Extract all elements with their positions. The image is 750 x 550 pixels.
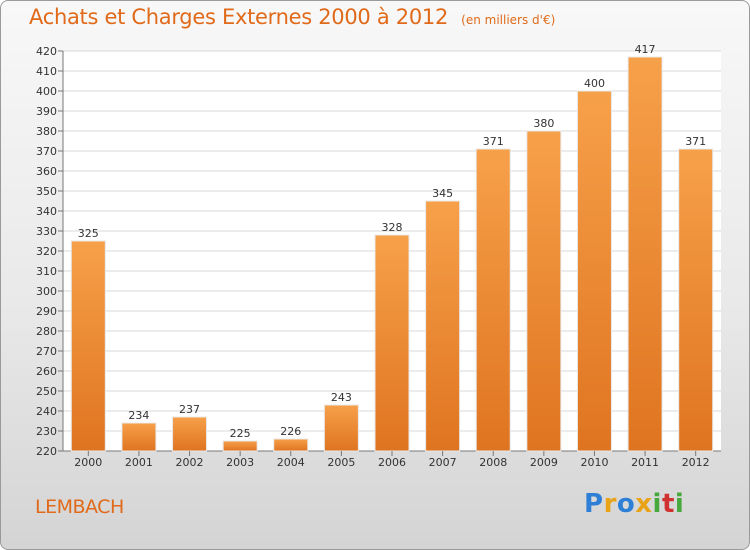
y-tick-label: 380 [36, 125, 57, 138]
y-tick-label: 390 [36, 105, 57, 118]
y-tick-label: 300 [36, 285, 57, 298]
y-tick-label: 350 [36, 185, 57, 198]
y-tick-label: 320 [36, 245, 57, 258]
data-label: 345 [432, 187, 453, 200]
data-label: 237 [179, 403, 200, 416]
bar [475, 148, 511, 452]
data-label: 234 [128, 409, 149, 422]
logo-letter: x [635, 489, 653, 519]
y-tick-label: 240 [36, 405, 57, 418]
y-tick-label: 410 [36, 65, 57, 78]
x-tick-label: 2002 [176, 456, 204, 469]
x-tick-label: 2012 [682, 456, 710, 469]
bar [374, 234, 410, 452]
logo-letter: i [674, 489, 685, 519]
chart-unit-note: (en milliers d'€) [461, 13, 556, 27]
bar [172, 416, 208, 452]
x-tick-label: 2009 [530, 456, 558, 469]
x-tick-label: 2003 [226, 456, 254, 469]
logo-letter: t [661, 489, 675, 519]
y-tick-label: 360 [36, 165, 57, 178]
data-label: 400 [584, 77, 605, 90]
y-tick-label: 370 [36, 145, 57, 158]
y-tick-label: 420 [36, 45, 57, 58]
logo-letter: r [603, 489, 617, 519]
x-tick-label: 2007 [429, 456, 457, 469]
chart-title-block: Achats et Charges Externes 2000 à 2012 (… [29, 5, 555, 29]
x-tick-label: 2011 [631, 456, 659, 469]
bar [425, 200, 461, 452]
y-tick-label: 270 [36, 345, 57, 358]
data-label: 371 [483, 135, 504, 148]
bar [70, 240, 106, 452]
data-label: 417 [635, 43, 656, 56]
logo-letter: o [616, 489, 636, 519]
x-tick-label: 2010 [580, 456, 608, 469]
data-label: 328 [382, 221, 403, 234]
bar [273, 438, 309, 452]
data-label: 226 [280, 425, 301, 438]
bar [323, 404, 359, 452]
y-tick-label: 330 [36, 225, 57, 238]
data-label: 380 [533, 117, 554, 130]
x-tick-label: 2006 [378, 456, 406, 469]
bar [121, 422, 157, 452]
x-tick-label: 2005 [327, 456, 355, 469]
x-tick-label: 2001 [125, 456, 153, 469]
x-tick-label: 2000 [74, 456, 102, 469]
logo-letter: i [652, 489, 662, 519]
bar [526, 130, 562, 452]
y-tick-label: 250 [36, 385, 57, 398]
bar [222, 440, 258, 452]
y-tick-label: 290 [36, 305, 57, 318]
data-label: 325 [78, 227, 99, 240]
y-tick-label: 220 [36, 445, 57, 458]
x-tick-label: 2004 [277, 456, 305, 469]
chart-title: Achats et Charges Externes 2000 à 2012 [29, 5, 449, 29]
y-tick-label: 280 [36, 325, 57, 338]
data-label: 243 [331, 391, 352, 404]
y-tick-label: 260 [36, 365, 57, 378]
x-tick-label: 2008 [479, 456, 507, 469]
y-tick-label: 230 [36, 425, 57, 438]
data-label: 371 [685, 135, 706, 148]
logo-letter: P [584, 489, 604, 519]
y-tick-label: 310 [36, 265, 57, 278]
data-label: 225 [230, 427, 251, 440]
y-tick-label: 400 [36, 85, 57, 98]
proxiti-logo: Proxiti [584, 489, 684, 519]
place-name: LEMBACH [35, 496, 124, 518]
bar [678, 148, 714, 452]
y-tick-label: 340 [36, 205, 57, 218]
bar [576, 90, 612, 452]
bar [627, 56, 663, 452]
